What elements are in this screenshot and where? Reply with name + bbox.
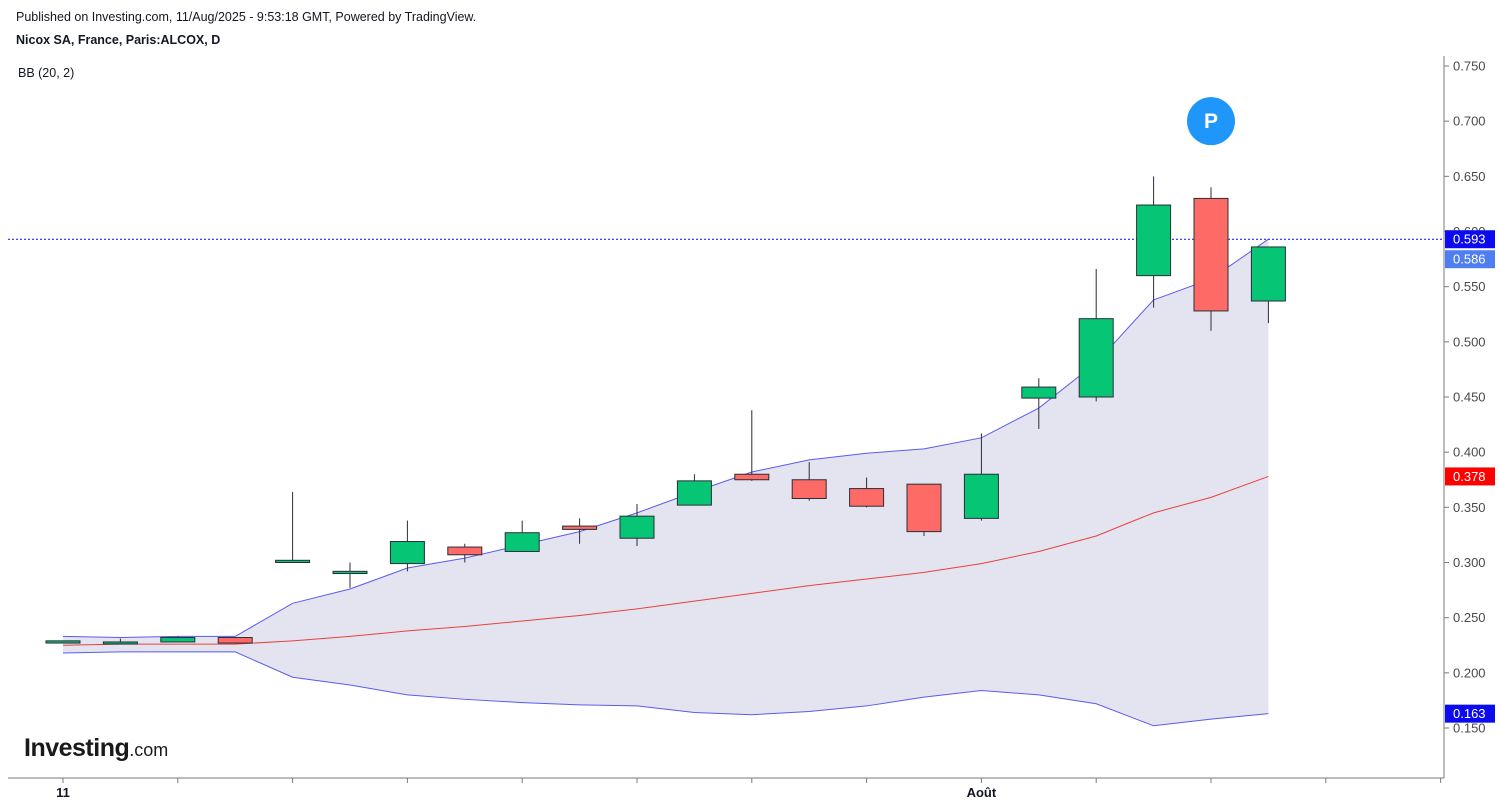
price-badge-text: 0.378 [1453,469,1486,484]
candle-body [619,515,655,539]
candle [275,491,311,564]
candle-body [1078,318,1114,398]
time-axis[interactable]: 11 Août [8,777,1444,800]
price-badge-last-price: 0.593 [1445,230,1495,249]
candle [734,410,770,481]
logo-main-text: Investing [24,734,130,762]
price-badge-basis: 0.378 [1445,467,1495,486]
candle-body [160,637,196,643]
candle-body [217,637,253,644]
candle [1021,378,1057,429]
candle-body [447,546,483,556]
price-tick-label: 0.700 [1453,114,1486,129]
candle-body [504,532,540,552]
candle [849,477,885,508]
candle-body [791,479,827,500]
price-tick-label: 0.450 [1453,390,1486,405]
price-badge-text: 0.163 [1453,706,1486,721]
price-badge-upper: 0.586 [1445,250,1495,269]
candle-body [1021,386,1057,399]
candle [1193,187,1229,331]
candle-body [1250,246,1286,302]
candle-body [734,473,770,481]
candle-body [1193,197,1229,312]
candle [102,638,138,645]
candle [389,520,425,572]
candle [1078,269,1114,402]
price-badges: 0.593 0.586 0.378 0.163 [1445,230,1495,723]
candle-body [906,483,942,533]
candle [160,636,196,643]
candle-body [676,480,712,506]
candle-body [562,525,598,530]
candle [1136,176,1172,308]
candle [332,562,368,588]
price-tick-label: 0.350 [1453,500,1486,515]
candle-body [45,640,81,644]
candle-body [389,541,425,565]
candle [676,474,712,506]
published-caption: Published on Investing.com, 11/Aug/2025 … [16,10,477,24]
marker-label: P [1204,110,1218,133]
candles [45,176,1286,645]
price-axis[interactable]: 0.7500.7000.6500.6000.5500.5000.4500.400… [1443,56,1486,778]
investing-logo: Investing.com [24,734,168,763]
candle [906,483,942,537]
price-tick-label: 0.750 [1453,59,1486,74]
price-badge-text: 0.586 [1453,252,1486,267]
candle [217,637,253,644]
instrument-title: Nicox SA, France, Paris:ALCOX, D [16,33,221,47]
candle [562,518,598,544]
logo-domain-text: .com [129,740,169,760]
price-tick-label: 0.650 [1453,169,1486,184]
candle [619,504,655,546]
indicator-label: BB (20, 2) [18,66,75,80]
price-tick-label: 0.400 [1453,445,1486,460]
marker-circle [1187,97,1235,146]
price-badge-text: 0.593 [1453,232,1486,247]
bollinger-band-fill [63,239,1269,726]
price-tick-label: 0.250 [1453,610,1486,625]
time-tick-label: Août [967,785,997,800]
candle [447,543,483,563]
candle [1250,246,1286,324]
bollinger-basis-line [62,475,1269,646]
price-tick-label: 0.550 [1453,279,1486,294]
candle-body [963,473,999,519]
candle-body [1136,204,1172,277]
price-tick-label: 0.150 [1453,721,1486,736]
candle [963,433,999,521]
price-tick-label: 0.500 [1453,334,1486,349]
price-tick-label: 0.200 [1453,665,1486,680]
candle-body [275,559,311,564]
candle [45,640,81,644]
bollinger-lower-line [62,651,1269,727]
candle-body [849,488,885,507]
time-tick-label: 11 [56,785,70,800]
price-tick-label: 0.300 [1453,555,1486,570]
bollinger-upper-line [62,238,1269,639]
candle-body [102,641,138,645]
price-badge-lower: 0.163 [1445,704,1495,723]
price-badge-bg [1445,704,1495,723]
price-badge-bg [1445,467,1495,486]
candle [791,462,827,501]
price-badge-bg [1445,230,1495,249]
price-badge-bg [1445,250,1495,269]
candle [504,520,540,552]
candle-body [332,570,368,575]
marker-group: P [1187,97,1235,146]
